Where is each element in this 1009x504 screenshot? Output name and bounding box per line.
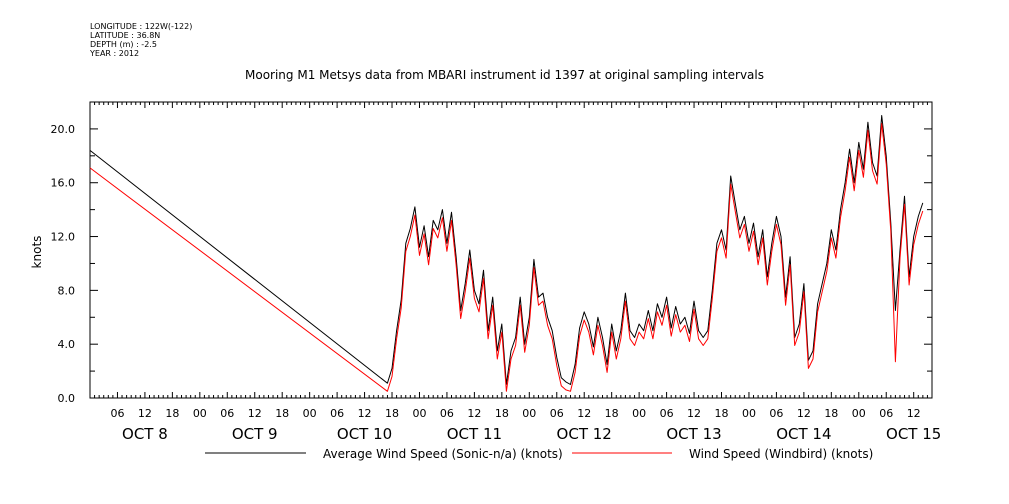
series-line-1: [89, 123, 924, 392]
legend-label-series-1: Wind Speed (Windbird) (knots): [689, 447, 873, 461]
x-hour-tick-label: 00: [412, 407, 426, 420]
x-hour-tick-label: 06: [330, 407, 344, 420]
info-header: LONGITUDE : 122W(-122) LATITUDE : 36.8N …: [90, 22, 192, 58]
latitude-label: LATITUDE : 36.8N: [90, 31, 161, 40]
legend: Average Wind Speed (Sonic-n/a) (knots) W…: [205, 447, 873, 461]
year-label: YEAR : 2012: [90, 49, 140, 58]
x-hour-tick-label: 12: [577, 407, 591, 420]
x-hour-tick-label: 00: [632, 407, 646, 420]
x-hour-tick-label: 18: [824, 407, 838, 420]
y-tick-label: 4.0: [58, 338, 76, 351]
x-hour-tick-label: 12: [797, 407, 811, 420]
x-hour-tick-label: 18: [605, 407, 619, 420]
x-hour-tick-label: 00: [193, 407, 207, 420]
x-hour-tick-label: 18: [715, 407, 729, 420]
y-tick-label: 0.0: [58, 392, 76, 405]
tick-labels: 0.0 4.0 8.0 12.0 16.0 20.0 06 12 18 00 06 12 18 00 06 1…: [51, 123, 942, 443]
y-tick-label: 12.0: [51, 231, 76, 244]
x-day-label: OCT 12: [557, 425, 612, 443]
series-line-0: [89, 115, 924, 385]
x-hour-tick-label: 06: [110, 407, 124, 420]
x-hour-tick-label: 00: [852, 407, 866, 420]
x-hour-tick-label: 00: [742, 407, 756, 420]
longitude-label: LONGITUDE : 122W(-122): [90, 22, 193, 31]
x-day-label: OCT 15: [886, 425, 941, 443]
x-hour-tick-label: 12: [907, 407, 921, 420]
x-hour-tick-label: 06: [879, 407, 893, 420]
legend-label-series-0: Average Wind Speed (Sonic-n/a) (knots): [323, 447, 563, 461]
y-tick-label: 16.0: [51, 177, 76, 190]
x-hour-tick-label: 00: [303, 407, 317, 420]
x-hour-tick-label: 18: [165, 407, 179, 420]
depth-label: DEPTH (m) : -2.5: [90, 40, 157, 49]
x-hour-tick-label: 18: [275, 407, 289, 420]
x-day-label: OCT 13: [666, 425, 721, 443]
x-hour-tick-label: 18: [495, 407, 509, 420]
x-day-label: OCT 10: [337, 425, 392, 443]
x-day-label: OCT 9: [232, 425, 278, 443]
x-hour-tick-label: 12: [467, 407, 481, 420]
x-hour-tick-label: 12: [248, 407, 262, 420]
x-hour-tick-label: 06: [660, 407, 674, 420]
x-hour-tick-label: 06: [550, 407, 564, 420]
x-hour-tick-label: 06: [220, 407, 234, 420]
x-hour-tick-label: 06: [440, 407, 454, 420]
x-day-label: OCT 8: [122, 425, 168, 443]
x-hour-tick-label: 06: [769, 407, 783, 420]
chart-title: Mooring M1 Metsys data from MBARI instru…: [245, 68, 764, 82]
y-tick-label: 8.0: [58, 284, 76, 297]
x-day-label: OCT 14: [776, 425, 831, 443]
axes: [89, 101, 933, 399]
x-hour-tick-label: 12: [687, 407, 701, 420]
x-hour-tick-label: 12: [138, 407, 152, 420]
x-hour-tick-label: 00: [522, 407, 536, 420]
series-group: [89, 115, 924, 392]
y-axis-label: knots: [30, 236, 44, 269]
x-hour-tick-label: 12: [358, 407, 372, 420]
x-day-label: OCT 11: [447, 425, 502, 443]
y-tick-label: 20.0: [51, 123, 76, 136]
x-hour-tick-label: 18: [385, 407, 399, 420]
